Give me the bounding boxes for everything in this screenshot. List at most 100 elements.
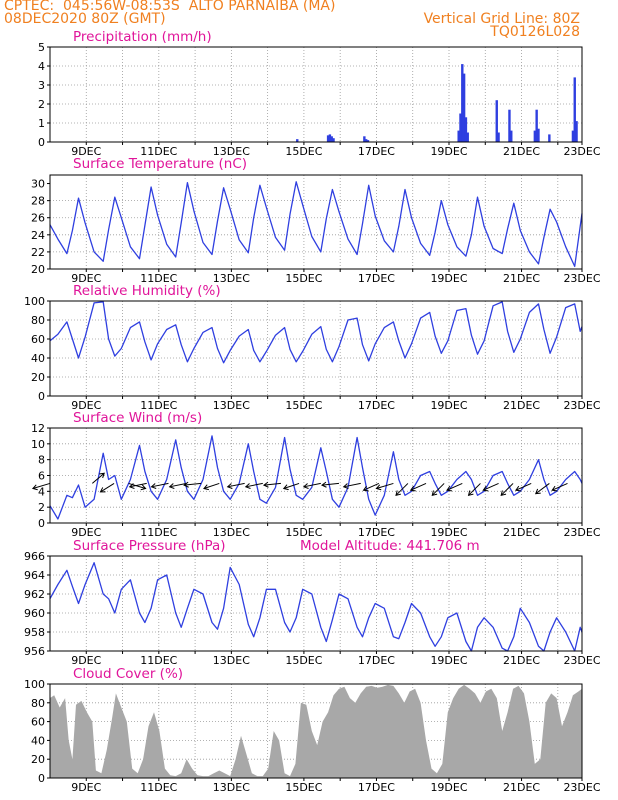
x-tick-label: 15DEC <box>285 399 322 412</box>
pres-series-line <box>49 562 583 652</box>
precip-bar <box>495 100 498 142</box>
y-tick-label: 0 <box>38 390 45 403</box>
x-tick-label: 17DEC <box>358 654 395 667</box>
wind-arrow <box>467 483 481 497</box>
wind-arrow <box>342 482 361 489</box>
pres-subtitle: Model Altitude: 441.706 m <box>300 538 480 554</box>
x-tick-label: 23DEC <box>563 781 600 794</box>
x-tick-label: 11DEC <box>140 654 177 667</box>
pres-title: Surface Pressure (hPa) <box>73 538 226 554</box>
wind-title: Surface Wind (m/s) <box>73 410 202 426</box>
x-tick-label: 23DEC <box>563 399 600 412</box>
temp-series-line <box>49 181 583 268</box>
x-tick-label: 13DEC <box>213 145 250 158</box>
precip-bar <box>457 130 460 142</box>
precip-bar <box>575 121 578 142</box>
wind-arrow <box>31 482 51 491</box>
y-tick-label: 60 <box>31 333 45 346</box>
x-tick-label: 23DEC <box>563 654 600 667</box>
precip-bar <box>459 113 462 142</box>
x-tick-label: 11DEC <box>140 399 177 412</box>
x-tick-label: 17DEC <box>358 399 395 412</box>
y-tick-label: 28 <box>31 195 45 208</box>
precip-bar <box>508 109 511 142</box>
precip-bar <box>326 135 330 142</box>
x-tick-label: 21DEC <box>503 272 540 285</box>
x-tick-label: 15DEC <box>285 781 322 794</box>
rh-frame <box>49 300 583 397</box>
wind-arrow <box>244 482 263 489</box>
cloud-cover-area <box>49 684 582 778</box>
y-tick-label: 958 <box>24 626 45 639</box>
wind-arrow <box>395 483 409 497</box>
y-tick-label: 956 <box>24 645 45 658</box>
wind-arrow <box>302 482 321 489</box>
x-tick-label: 17DEC <box>358 526 395 539</box>
wind-arrow <box>128 482 147 489</box>
x-tick-label: 17DEC <box>358 145 395 158</box>
y-tick-label: 4 <box>38 485 45 498</box>
y-tick-label: 60 <box>31 716 45 729</box>
y-tick-label: 0 <box>38 772 45 785</box>
y-tick-label: 964 <box>24 569 45 582</box>
wind-arrow <box>500 483 514 497</box>
x-tick-label: 19DEC <box>430 399 467 412</box>
y-tick-label: 20 <box>31 263 45 276</box>
cloud-title: Cloud Cover (%) <box>73 666 183 682</box>
y-tick-label: 5 <box>38 41 45 54</box>
x-tick-label: 13DEC <box>213 781 250 794</box>
wind-arrow <box>362 482 380 492</box>
x-tick-label: 21DEC <box>503 399 540 412</box>
y-tick-label: 0 <box>38 517 45 530</box>
precip-bar <box>464 117 468 142</box>
y-tick-label: 80 <box>31 314 45 327</box>
y-tick-label: 26 <box>31 212 45 225</box>
precip-bar <box>296 139 299 142</box>
wind-arrow <box>128 482 147 491</box>
x-tick-label: 21DEC <box>503 781 540 794</box>
wind-arrow <box>431 483 445 497</box>
precip-bar <box>364 139 368 142</box>
wind-series-line <box>49 435 583 520</box>
wind-arrow <box>446 482 463 492</box>
x-tick-label: 15DEC <box>285 654 322 667</box>
x-tick-label: 11DEC <box>140 526 177 539</box>
wind-arrow <box>375 482 394 491</box>
precip-bar <box>332 138 335 142</box>
wind-arrow <box>91 472 105 484</box>
wind-arrow <box>226 482 245 489</box>
wind-arrow <box>99 482 115 493</box>
header-date: 08DEC2020 80Z (GMT) <box>4 11 166 27</box>
y-tick-label: 962 <box>24 588 45 601</box>
y-tick-label: 24 <box>31 229 45 242</box>
x-tick-label: 19DEC <box>430 272 467 285</box>
y-tick-label: 100 <box>24 295 45 308</box>
x-tick-label: 9DEC <box>71 654 101 667</box>
y-tick-label: 960 <box>24 607 45 620</box>
wind-arrow <box>551 482 568 492</box>
wind-arrow <box>321 481 340 488</box>
x-tick-label: 13DEC <box>213 399 250 412</box>
x-tick-label: 9DEC <box>71 781 101 794</box>
y-tick-label: 8 <box>38 454 45 467</box>
y-tick-label: 1 <box>38 117 45 130</box>
precip-bar <box>330 136 333 142</box>
temp-frame <box>49 174 583 270</box>
precip-bar <box>571 130 575 142</box>
wind-arrow <box>150 482 169 489</box>
wind-arrow <box>515 482 532 492</box>
y-tick-label: 12 <box>31 422 45 435</box>
x-tick-label: 19DEC <box>430 654 467 667</box>
x-tick-label: 11DEC <box>140 272 177 285</box>
wind-arrow <box>409 482 427 492</box>
precip-title: Precipitation (mm/h) <box>73 29 212 45</box>
precip-frame <box>49 46 583 143</box>
wind-arrow <box>262 481 281 488</box>
x-tick-label: 21DEC <box>503 526 540 539</box>
precip-bar <box>497 132 500 142</box>
x-tick-label: 17DEC <box>358 781 395 794</box>
x-tick-label: 17DEC <box>358 272 395 285</box>
x-tick-label: 9DEC <box>71 272 101 285</box>
x-tick-label: 9DEC <box>71 399 101 412</box>
y-tick-label: 0 <box>38 136 45 149</box>
